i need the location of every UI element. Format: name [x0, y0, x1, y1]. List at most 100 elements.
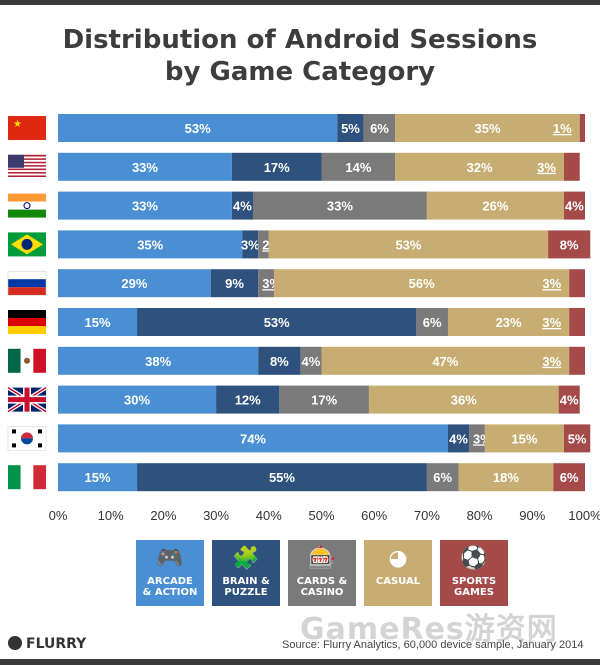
data-label: 33% [327, 199, 353, 214]
bar-segment [447, 308, 570, 336]
flag-russia [7, 270, 47, 296]
bar-segment [569, 269, 585, 298]
x-tick-label: 80% [467, 508, 493, 523]
bar-segment [58, 346, 259, 375]
bar-segment [548, 230, 591, 259]
bar-segment [484, 424, 564, 453]
legend-label: CARDS & CASINO [296, 576, 348, 598]
flurry-logo-text: FLURRY [26, 636, 87, 652]
bar-segment [231, 191, 253, 220]
x-tick-label: 60% [361, 508, 387, 523]
bar-segment [58, 424, 448, 453]
data-label: 15% [85, 315, 111, 330]
bar-row: 29% 9% 3% 56% 3% [58, 269, 585, 298]
flag-south-korea [7, 426, 47, 451]
data-label: 17% [311, 393, 337, 408]
data-label: 53% [185, 121, 211, 136]
data-label: 53% [264, 315, 290, 330]
data-label: 3% [241, 237, 260, 252]
bar-segment [274, 269, 570, 298]
flag-mexico [8, 348, 46, 373]
flag-india [8, 193, 46, 218]
flag-brazil [8, 232, 46, 257]
bar-row: 30% 12% 17% 36% 4% [58, 385, 580, 414]
slot-machine-icon: 🎰 [308, 546, 336, 571]
bar-segment [563, 424, 591, 453]
data-label: 29% [121, 276, 147, 291]
bar-segment [569, 308, 585, 336]
data-label: 15% [85, 470, 111, 485]
data-label: 12% [235, 393, 261, 408]
title-line-2: by Game Category [164, 57, 436, 87]
x-tick-label: 70% [414, 508, 440, 523]
data-label: 4% [233, 199, 252, 214]
bar-segment [137, 463, 427, 492]
x-tick-label: 30% [203, 508, 229, 523]
bar-row: 74% 4% 3% 15% 5% [58, 424, 591, 453]
bar-segment [395, 114, 580, 142]
legend-item: 🧩 BRAIN & PUZZLE [212, 540, 280, 606]
bar-segment [569, 346, 585, 375]
bar-row: 15% 55% 6% 18% 6% [58, 463, 585, 492]
bar-segment [58, 269, 211, 298]
bar-segment [321, 346, 570, 375]
bar-row: 33% 17% 14% 32% 3% [58, 152, 580, 181]
bar-segment [363, 114, 396, 142]
bar-row: 38% 8% 4% 47% 3% [58, 346, 585, 375]
data-label: 8% [270, 354, 289, 369]
x-tick-label: 20% [150, 508, 176, 523]
flag-italy [8, 465, 46, 490]
data-label: 3% [542, 315, 561, 330]
bar-segment [231, 152, 322, 181]
legend-label: ARCADE & ACTION [142, 576, 198, 598]
data-label: 55% [269, 470, 295, 485]
data-label: 32% [467, 160, 493, 175]
bar-segment [368, 385, 559, 414]
data-label: 23% [496, 315, 522, 330]
bar-segment [563, 152, 580, 181]
flurry-logo-icon [8, 636, 22, 650]
data-label: 47% [432, 354, 458, 369]
bar-segment [58, 385, 217, 414]
bar-row: 15% 53% 6% 23% 3% [58, 308, 585, 336]
data-label: 74% [240, 431, 266, 446]
bar-segment [553, 463, 585, 492]
bar-segment [279, 385, 369, 414]
bar-segment [268, 230, 549, 259]
pacman-icon: ◕ [388, 546, 408, 571]
data-label: 4% [449, 431, 468, 446]
x-tick-label: 40% [256, 508, 282, 523]
bar-segment [258, 269, 275, 298]
bar-segment [258, 346, 301, 375]
bar-segment [426, 463, 459, 492]
svg-text:★: ★ [13, 119, 22, 130]
bar-segment [137, 308, 417, 336]
data-label: 38% [145, 354, 171, 369]
x-tick-label: 90% [519, 508, 545, 523]
data-label: 5% [341, 121, 360, 136]
data-label: 33% [132, 160, 158, 175]
bar-segment [426, 191, 564, 220]
puzzle-icon: 🧩 [232, 546, 260, 571]
bar-segment [447, 424, 470, 453]
data-label: 17% [264, 160, 290, 175]
bar-segment [252, 191, 427, 220]
bar-segment [458, 463, 554, 492]
bar-segment [300, 346, 322, 375]
data-label: 33% [132, 199, 158, 214]
legend-item: ◕ CASUAL [364, 540, 432, 606]
title-line-1: Distribution of Android Sessions [62, 25, 538, 55]
data-label: 6% [423, 315, 442, 330]
bar-row: 53% 5% 6% 35% 1% [58, 114, 585, 142]
bar-segment [558, 385, 580, 414]
data-label: 14% [345, 160, 371, 175]
bottom-border [0, 659, 600, 665]
chart-title: Distribution of Android Sessions by Game… [0, 24, 600, 88]
data-label: 26% [482, 199, 508, 214]
data-label: 4% [565, 199, 584, 214]
data-label: 3% [542, 276, 561, 291]
flag-germany [8, 310, 46, 334]
data-label: 9% [225, 276, 244, 291]
flag-united-states [8, 154, 46, 179]
x-tick-label: 100% [568, 508, 600, 523]
